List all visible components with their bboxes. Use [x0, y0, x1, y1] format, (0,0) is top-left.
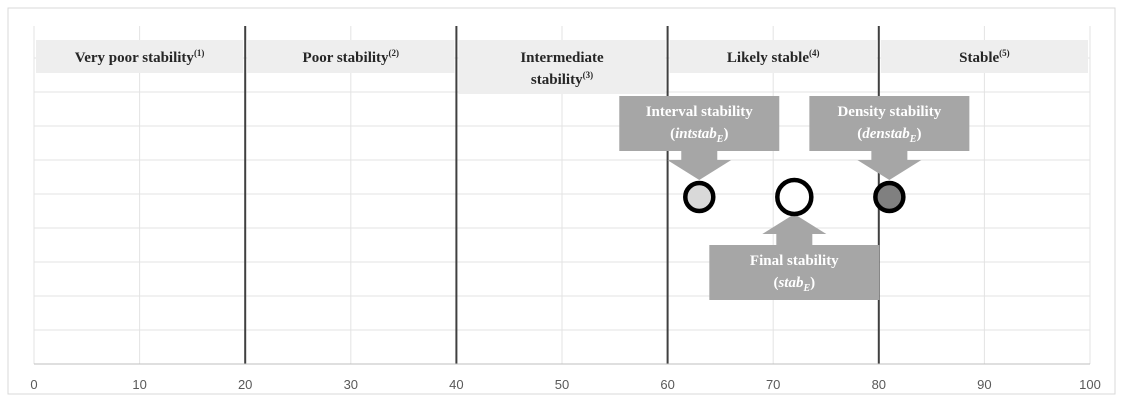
callouts: Interval stability (intstabE) Final stabil… [619, 96, 970, 300]
callout-box [709, 214, 880, 300]
category-band [458, 40, 666, 94]
category-label: stability(3) [531, 70, 593, 88]
x-tick-label: 40 [449, 377, 463, 392]
category-label: Very poor stability(1) [75, 48, 205, 66]
x-axis: 0 10 20 30 40 50 60 70 80 90 100 [30, 363, 1101, 392]
x-tick-label: 30 [344, 377, 358, 392]
callout-title: Density stability [837, 104, 941, 120]
category-band [36, 40, 244, 73]
category-label: Stable(5) [959, 48, 1010, 66]
callout-symbol: (intstabE) [670, 126, 728, 145]
x-tick-label: 100 [1079, 377, 1101, 392]
data-point-marker [873, 180, 906, 214]
category-label: Likely stable(4) [727, 48, 820, 66]
x-tick-label: 70 [766, 377, 780, 392]
x-tick-label: 0 [30, 377, 37, 392]
chart-frame [7, 7, 1116, 395]
data-point-marker [775, 177, 814, 217]
category-label: Intermediate [520, 50, 604, 66]
category-band [880, 40, 1088, 73]
callout-title: Interval stability [646, 104, 754, 120]
x-tick-label: 80 [872, 377, 886, 392]
category-label: Poor stability(2) [303, 48, 399, 66]
x-tick-label: 60 [660, 377, 674, 392]
category-band [247, 40, 455, 73]
callout-box [619, 96, 780, 180]
callout-title: Final stability [750, 253, 839, 269]
callout-symbol: (denstabE) [857, 126, 921, 145]
category-band [669, 40, 877, 73]
x-tick-label: 10 [132, 377, 146, 392]
x-tick-label: 90 [977, 377, 991, 392]
data-points [683, 177, 906, 217]
x-tick-label: 50 [555, 377, 569, 392]
data-point-marker [683, 180, 716, 214]
x-tick-label: 20 [238, 377, 252, 392]
callout-box [809, 96, 970, 180]
category-bands: Very poor stability(1) Poor stability(2) I… [36, 40, 1088, 94]
